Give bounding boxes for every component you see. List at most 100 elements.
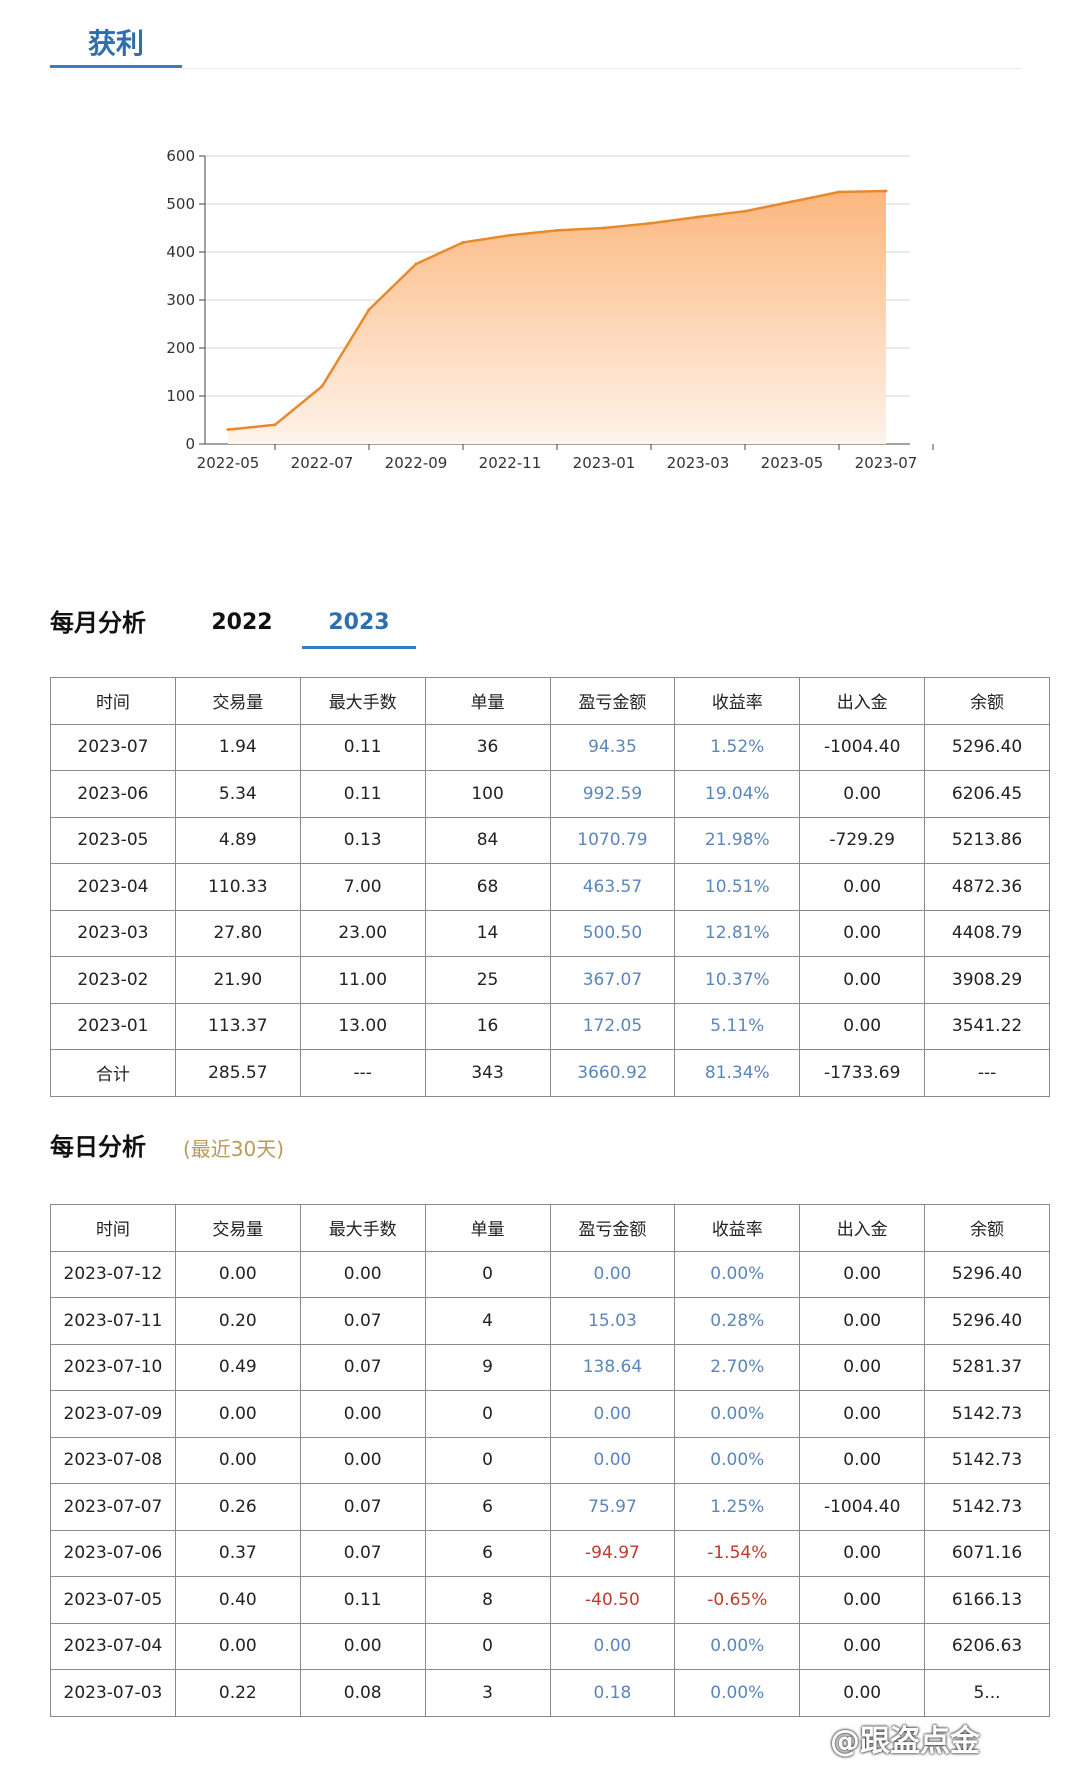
table-cell: 0.00% <box>674 1622 801 1670</box>
table-cell: 2023-07-09 <box>50 1390 176 1438</box>
col-header-orders: 单量 <box>424 1204 551 1252</box>
table-row: 2023-07-09 0.00 0.00 0 0.00 0.00% 0.00 5142.73 <box>50 1390 1050 1438</box>
col-header-pnl: 盈亏金额 <box>549 1204 676 1252</box>
table-cell: 1.25% <box>674 1483 801 1531</box>
table-cell: 3660.92 <box>549 1049 676 1097</box>
table-cell: 172.05 <box>549 1002 676 1050</box>
col-header-deposit: 出入金 <box>799 677 926 725</box>
table-cell: 0.00 <box>549 1250 676 1298</box>
table-cell: 25 <box>424 956 551 1004</box>
table-row: 2023-07-07 0.26 0.07 6 75.97 1.25% -1004.40 514… <box>50 1483 1050 1531</box>
tab-year-2023[interactable]: 2023 <box>328 610 390 635</box>
table-cell: 94.35 <box>549 723 676 771</box>
table-cell: 21.98% <box>674 816 801 864</box>
table-cell: 0.00 <box>549 1390 676 1438</box>
table-cell: 2023-03 <box>50 909 176 957</box>
table-cell: 2023-07 <box>50 723 176 771</box>
table-cell: 5296.40 <box>924 1297 1050 1345</box>
table-cell: 0.00 <box>799 1669 926 1717</box>
table-cell: 5... <box>924 1669 1050 1717</box>
table-cell: 16 <box>424 1002 551 1050</box>
data-point <box>696 215 700 219</box>
data-point <box>790 200 794 204</box>
table-cell: 3 <box>424 1669 551 1717</box>
table-cell: -94.97 <box>549 1529 676 1577</box>
table-row: 2023-07-06 0.37 0.07 6 -94.97 -1.54% 0.00 6071.… <box>50 1529 1050 1577</box>
table-cell: 8 <box>424 1576 551 1624</box>
col-header-time: 时间 <box>50 1204 176 1252</box>
table-cell: 0.00 <box>299 1436 426 1484</box>
y-tick-label: 200 <box>166 339 195 357</box>
y-tick-label: 100 <box>166 387 195 405</box>
table-row: 合计 285.57 --- 343 3660.92 81.34% -1733.69 --- <box>50 1049 1050 1097</box>
table-cell: 2023-07-12 <box>50 1250 176 1298</box>
table-cell: 75.97 <box>549 1483 676 1531</box>
table-cell: 463.57 <box>549 863 676 911</box>
table-cell: 1.52% <box>674 723 801 771</box>
tab-year-2022[interactable]: 2022 <box>211 610 273 635</box>
table-cell: 0.26 <box>174 1483 301 1531</box>
table-cell: 6071.16 <box>924 1529 1050 1577</box>
table-cell: 0.07 <box>299 1297 426 1345</box>
table-cell: 0.18 <box>549 1669 676 1717</box>
x-axis: 2022-05 2022-07 2022-09 2022-11 2023-01 2023-… <box>197 443 934 472</box>
table-cell: 0.20 <box>174 1297 301 1345</box>
data-point <box>837 190 841 194</box>
data-point <box>884 189 888 193</box>
table-cell: 113.37 <box>174 1002 301 1050</box>
y-tick-label: 600 <box>166 147 195 165</box>
table-row: 2023-07 1.94 0.11 36 94.35 1.52% -1004.40 5296.… <box>50 723 1050 771</box>
profit-area <box>228 191 886 444</box>
table-cell: 285.57 <box>174 1049 301 1097</box>
table-cell: 0.00 <box>549 1622 676 1670</box>
table-cell: 84 <box>424 816 551 864</box>
table-cell: 0.49 <box>174 1343 301 1391</box>
table-cell: 2023-04 <box>50 863 176 911</box>
table-cell: 1.94 <box>174 723 301 771</box>
table-cell: 0.00 <box>799 770 926 818</box>
table-cell: 9 <box>424 1343 551 1391</box>
table-row: 2023-07-08 0.00 0.00 0 0.00 0.00% 0.00 5142.73 <box>50 1436 1050 1484</box>
table-cell: 2023-07-06 <box>50 1529 176 1577</box>
data-point <box>555 228 559 232</box>
table-cell: 11.00 <box>299 956 426 1004</box>
tab-profit[interactable]: 获利 <box>50 22 182 68</box>
table-cell: 0.00 <box>799 1390 926 1438</box>
table-cell: 7.00 <box>299 863 426 911</box>
table-cell: 500.50 <box>549 909 676 957</box>
table-cell: 0.40 <box>174 1576 301 1624</box>
table-cell: 2023-07-08 <box>50 1436 176 1484</box>
col-header-volume: 交易量 <box>174 1204 301 1252</box>
table-cell: 0 <box>424 1390 551 1438</box>
table-cell: 2023-05 <box>50 816 176 864</box>
y-tick-label: 300 <box>166 291 195 309</box>
table-cell: 5296.40 <box>924 1250 1050 1298</box>
y-tick-label: 500 <box>166 195 195 213</box>
table-cell: 0.00 <box>799 1622 926 1670</box>
table-cell: 0.00 <box>174 1390 301 1438</box>
table-cell: 0.00 <box>799 1250 926 1298</box>
table-cell: 0.22 <box>174 1669 301 1717</box>
table-cell: 2.70% <box>674 1343 801 1391</box>
table-cell: 0 <box>424 1436 551 1484</box>
table-cell: 14 <box>424 909 551 957</box>
table-row: 2023-05 4.89 0.13 84 1070.79 21.98% -729.29 521… <box>50 816 1050 864</box>
table-header-row: 时间 交易量 最大手数 单量 盈亏金额 收益率 出入金 余额 <box>50 1204 1050 1252</box>
table-row: 2023-06 5.34 0.11 100 992.59 19.04% 0.00 6206.4… <box>50 770 1050 818</box>
table-cell: 0.00 <box>299 1390 426 1438</box>
table-cell: 5.34 <box>174 770 301 818</box>
active-tab-underline <box>302 646 416 649</box>
table-cell: 0.11 <box>299 770 426 818</box>
data-point <box>508 233 512 237</box>
table-cell: 合计 <box>50 1049 176 1097</box>
table-cell: 4.89 <box>174 816 301 864</box>
table-cell: -0.65% <box>674 1576 801 1624</box>
table-header-row: 时间 交易量 最大手数 单量 盈亏金额 收益率 出入金 余额 <box>50 677 1050 725</box>
table-cell: 0.07 <box>299 1529 426 1577</box>
table-cell: 0.00 <box>799 909 926 957</box>
table-cell: 2023-07-04 <box>50 1622 176 1670</box>
col-header-pnl: 盈亏金额 <box>549 677 676 725</box>
table-cell: -1004.40 <box>799 723 926 771</box>
table-cell: 0 <box>424 1250 551 1298</box>
